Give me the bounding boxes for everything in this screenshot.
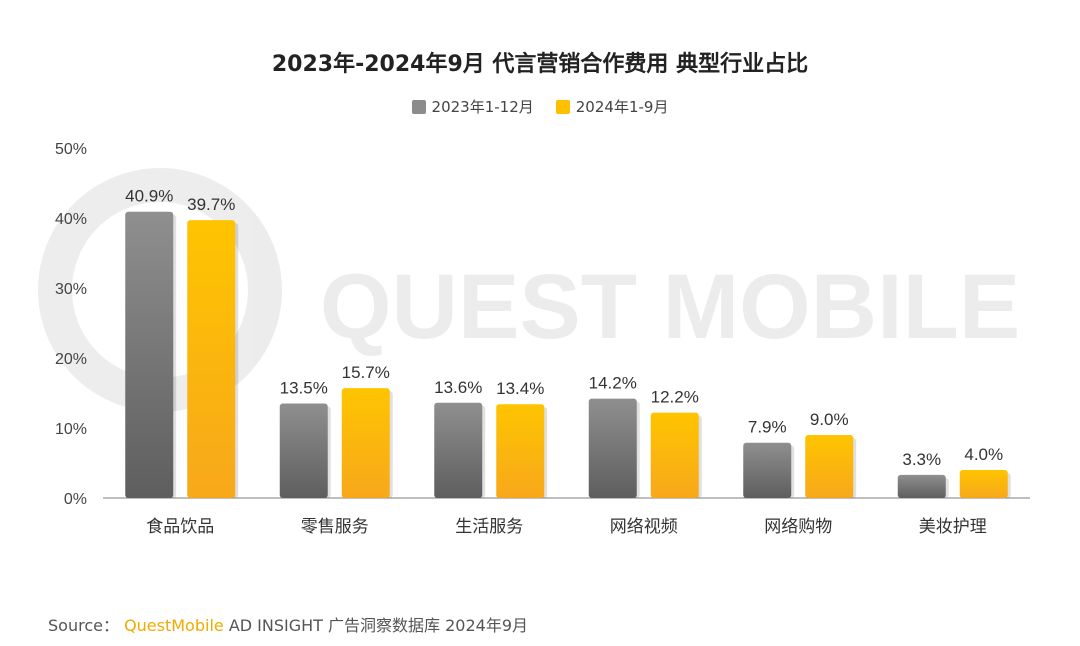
data-label: 12.2% [651,388,699,407]
watermark: QUEST MOBILE [38,168,1020,412]
data-label: 39.7% [187,195,235,214]
legend-label-2024: 2024年1-9月 [575,98,669,116]
bar-2023 [434,402,483,498]
x-tick-label: 网络视频 [610,517,678,537]
bar-2024 [187,220,236,498]
legend-swatch-2023 [411,99,426,114]
x-tick-label: 生活服务 [455,517,523,537]
y-tick-label: 50% [55,141,87,158]
data-label: 14.2% [589,374,637,393]
y-tick-label: 0% [64,491,87,508]
data-label: 9.0% [810,410,849,429]
data-label: 40.9% [125,187,173,206]
x-tick-label: 零售服务 [301,517,369,537]
bar-2024 [496,404,545,498]
x-tick-label: 网络购物 [764,517,832,537]
legend-swatch-2024 [555,99,570,114]
y-tick-label: 30% [55,281,87,298]
legend-item-2024: 2024年1-9月 [555,96,669,117]
legend: 2023年1-12月 2024年1-9月 [0,96,1080,117]
chart-title: 2023年-2024年9月 代言营销合作费用 典型行业占比 [271,52,809,77]
watermark-text: QUEST MOBILE [320,256,1020,358]
bar-2023 [743,442,792,498]
y-tick-label: 10% [55,421,87,438]
data-label: 13.6% [434,378,482,397]
data-label: 3.3% [902,450,941,469]
bar-2024 [341,388,390,498]
x-tick-label: 美妆护理 [919,517,987,537]
legend-item-2023: 2023年1-12月 [411,96,534,117]
data-label: 4.0% [964,445,1003,464]
footer-source-label: Source： [48,616,119,635]
x-tick-label: 食品饮品 [146,517,214,537]
bar-2023 [588,398,637,498]
y-tick-label: 40% [55,211,87,228]
bar-2024 [805,435,854,498]
bar-2024 [959,470,1008,498]
y-tick-label: 20% [55,351,87,368]
data-label: 7.9% [748,418,787,437]
footer-source: Source： QuestMobile AD INSIGHT 广告洞察数据库 2… [48,612,528,636]
data-label: 13.4% [496,379,544,398]
data-label: 13.5% [280,379,328,398]
bar-2023 [279,403,328,498]
bar-2024 [650,412,699,498]
bar-2023 [125,211,174,498]
footer-text: AD INSIGHT 广告洞察数据库 2024年9月 [228,616,529,635]
legend-label-2023: 2023年1-12月 [431,98,534,116]
footer-brand: QuestMobile [124,616,224,635]
data-label: 15.7% [342,363,390,382]
bar-2023 [897,474,946,498]
